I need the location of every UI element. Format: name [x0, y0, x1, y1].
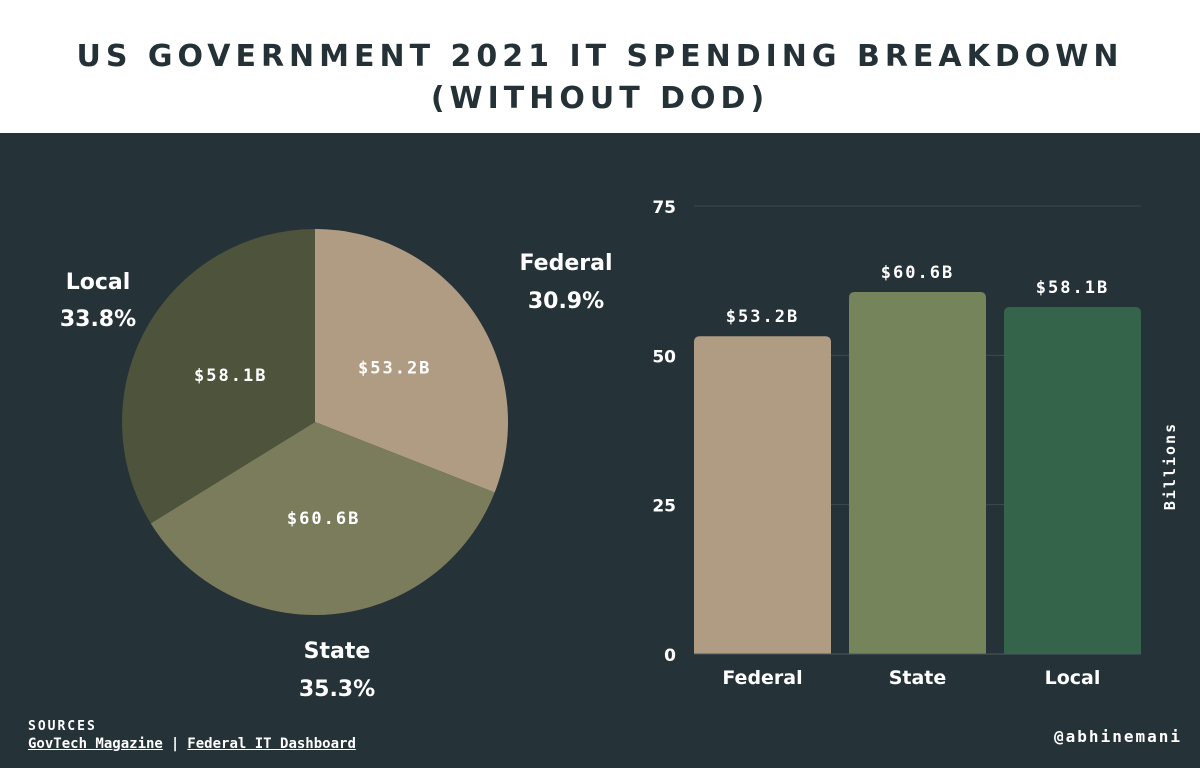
bar-federal [694, 336, 831, 654]
y-axis-label: Billions [1161, 422, 1179, 510]
author-handle: @abhinemani [1054, 727, 1182, 746]
pie-category-label-federal: Federal [520, 251, 613, 276]
pie-slice-local [121, 229, 315, 524]
pie-percent-label-federal: 30.9% [528, 289, 604, 314]
pie-category-label-state: State [304, 639, 371, 664]
x-tick-label-federal: Federal [722, 667, 802, 689]
bar-value-label-state: $60.6B [881, 263, 954, 283]
header: US GOVERNMENT 2021 IT SPENDING BREAKDOWN… [0, 0, 1200, 133]
chart-title: US GOVERNMENT 2021 IT SPENDING BREAKDOWN… [0, 36, 1200, 120]
bar-state [849, 292, 986, 654]
pie-slice-state [150, 422, 495, 615]
pie-value-label-local: $58.1B [194, 366, 267, 386]
title-line-1: US GOVERNMENT 2021 IT SPENDING BREAKDOWN [76, 39, 1124, 74]
source-link-federal-it-dashboard[interactable]: Federal IT Dashboard [187, 736, 356, 752]
x-tick-label-state: State [889, 667, 947, 689]
pie-percent-label-local: 33.8% [60, 307, 136, 332]
source-link-govtech[interactable]: GovTech Magazine [28, 736, 163, 752]
sources-heading: SOURCES [28, 719, 97, 734]
bar-local [1004, 306, 1141, 654]
y-tick-label-75: 75 [652, 198, 676, 218]
pie-percent-label-state: 35.3% [299, 677, 375, 702]
y-tick-label-25: 25 [652, 497, 676, 517]
y-tick-label-0: 0 [664, 646, 676, 666]
bar-value-label-local: $58.1B [1036, 278, 1109, 298]
bar-value-label-federal: $53.2B [726, 307, 799, 327]
pie-slice-federal [315, 229, 508, 493]
sources-links: GovTech Magazine | Federal IT Dashboard [28, 736, 356, 752]
pie-category-label-local: Local [66, 270, 131, 295]
sources-separator: | [170, 736, 180, 752]
pie-value-label-federal: $53.2B [358, 359, 431, 379]
x-tick-label-local: Local [1045, 667, 1101, 689]
title-line-2: (WITHOUT DOD) [430, 81, 770, 116]
y-tick-label-50: 50 [652, 347, 676, 367]
pie-value-label-state: $60.6B [287, 509, 360, 529]
